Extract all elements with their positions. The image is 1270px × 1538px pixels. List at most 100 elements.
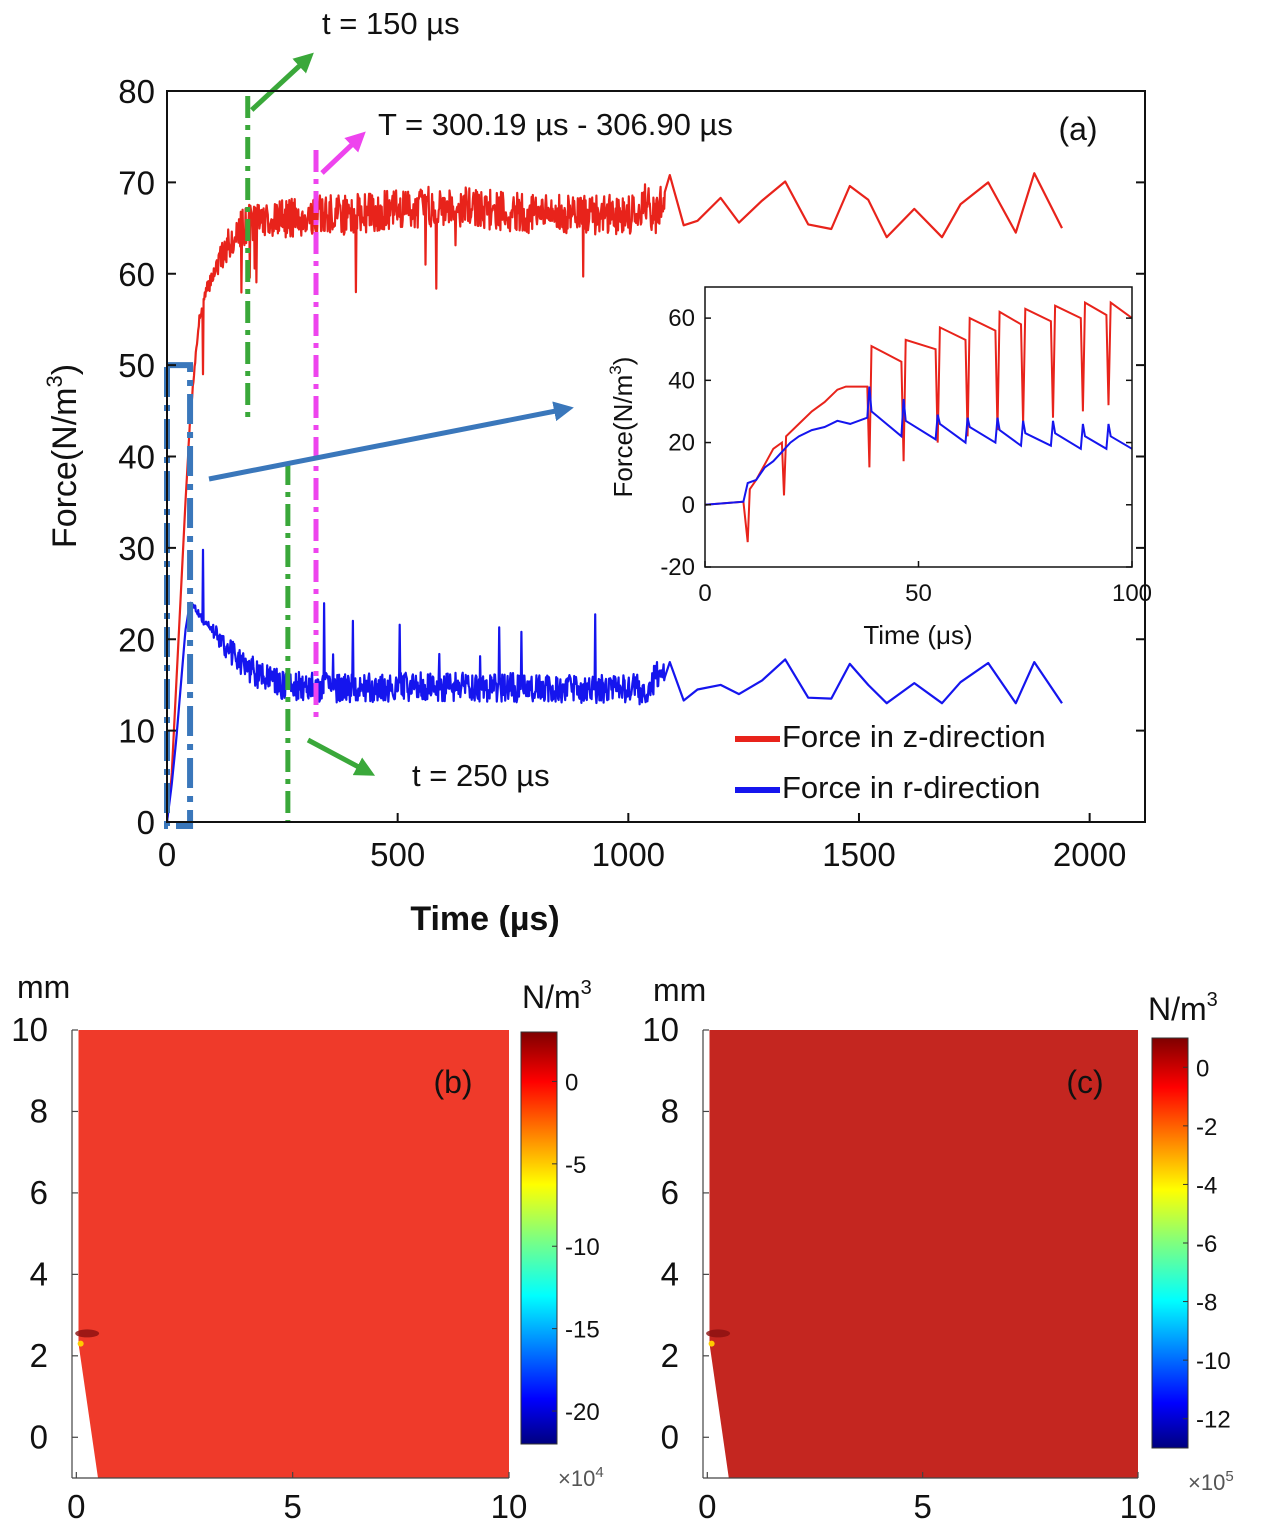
panel-b-colorbar xyxy=(520,1031,558,1445)
panel-b-colorbar-title-sup: 3 xyxy=(581,977,592,999)
x-tick-label-2000: 2000 xyxy=(1053,836,1126,873)
b-x-tick-label-5: 5 xyxy=(283,1488,301,1525)
inset-y-tick-label-0: 0 xyxy=(682,492,695,519)
panel-a-y-axis-label-close: ) xyxy=(46,364,84,375)
y-tick-label-40: 40 xyxy=(118,439,155,476)
inset-series-z xyxy=(704,300,1133,543)
y-tick-label-0: 0 xyxy=(137,804,155,841)
zoom-arrow xyxy=(208,401,574,482)
panel-a-annotation-layer xyxy=(164,52,574,829)
panel-a-x-axis-label: Time (µs) xyxy=(410,900,559,938)
y-tick-label-60: 60 xyxy=(118,256,155,293)
inset-x-tick-label-0: 0 xyxy=(698,580,711,607)
panel-b-colorbar-title-text: N/m xyxy=(522,979,581,1015)
c-cb-tick-label-0: 0 xyxy=(1196,1055,1209,1082)
inset-y-axis-label-sup: 3 xyxy=(606,365,625,374)
y-tick-label-50: 50 xyxy=(118,347,155,384)
b-y-tick-label-4: 4 xyxy=(30,1255,48,1292)
x-tick-label-500: 500 xyxy=(370,836,425,873)
c-cb-tick-label--4: -4 xyxy=(1196,1172,1217,1199)
arrow-t150 xyxy=(250,52,314,112)
c-y-tick-label-2: 2 xyxy=(661,1337,679,1374)
c-hotspot xyxy=(706,1329,731,1338)
panel-b-colorbar-exponent-base: ×10 xyxy=(558,1466,595,1491)
panel-a-legend: Force in z-direction Force in r-directio… xyxy=(735,719,1046,805)
annotation-t150-label: t = 150 µs xyxy=(322,6,460,41)
legend-label-r: Force in r-direction xyxy=(782,770,1040,805)
b-cb-tick-label--5: -5 xyxy=(565,1152,586,1179)
y-tick-label-10: 10 xyxy=(118,713,155,750)
panel-b-colorbar-title: N/m3 xyxy=(522,977,592,1015)
b-hotspot-tip xyxy=(77,1340,84,1347)
series-line-r xyxy=(165,548,1063,823)
x-tick-label-0: 0 xyxy=(158,836,176,873)
inset-y-tick-label-20: 20 xyxy=(668,430,695,457)
b-x-tick-label-0: 0 xyxy=(67,1488,85,1525)
c-y-tick-label-6: 6 xyxy=(661,1174,679,1211)
c-x-tick-label-10: 10 xyxy=(1120,1488,1157,1525)
inset-y-axis-label-close: ) xyxy=(608,357,638,366)
panel-b-unit-label: mm xyxy=(17,969,70,1005)
b-y-tick-label-10: 10 xyxy=(11,1011,48,1048)
panel-b-colorbar-ticks: 0 -5 -10 -15 -20 xyxy=(552,1069,600,1426)
panel-c-label: (c) xyxy=(1066,1064,1103,1100)
panel-c-colorbar-title-text: N/m xyxy=(1148,991,1207,1027)
panel-a-y-axis-label-sup: 3 xyxy=(42,375,67,387)
c-cb-tick-label--8: -8 xyxy=(1196,1290,1217,1317)
b-y-tick-label-0: 0 xyxy=(30,1418,48,1455)
b-cb-tick-label-0: 0 xyxy=(565,1069,578,1096)
c-x-tick-label-5: 5 xyxy=(913,1488,931,1525)
inset-y-tick-label-60: 60 xyxy=(668,305,695,332)
panel-c-field xyxy=(706,1030,1138,1478)
panel-b-colorbar-exponent-power: 4 xyxy=(595,1464,603,1481)
inset-x-tick-label-50: 50 xyxy=(905,580,932,607)
c-y-tick-label-10: 10 xyxy=(642,1011,679,1048)
panel-a-label: (a) xyxy=(1058,111,1097,147)
inset-series-layer xyxy=(704,300,1133,543)
c-y-tick-label-0: 0 xyxy=(661,1418,679,1455)
y-tick-label-30: 30 xyxy=(118,530,155,567)
panel-a-y-axis-label-text: Force(N/m xyxy=(46,388,84,549)
panel-c-colorbar xyxy=(1151,1037,1189,1449)
c-y-tick-label-8: 8 xyxy=(661,1092,679,1129)
x-tick-label-1500: 1500 xyxy=(822,836,895,873)
inset-y-tick-label--20: -20 xyxy=(660,554,695,581)
inset-x-axis-label: Time (μs) xyxy=(863,620,972,650)
b-y-tick-label-2: 2 xyxy=(30,1337,48,1374)
panel-b-field xyxy=(75,1030,509,1478)
zoom-box xyxy=(164,362,194,829)
c-cb-tick-label--2: -2 xyxy=(1196,1114,1217,1141)
c-field-region xyxy=(709,1030,1138,1478)
panel-c-colorbar-title: N/m3 xyxy=(1148,989,1218,1027)
panel-c-unit-label: mm xyxy=(653,972,706,1008)
b-y-tick-label-6: 6 xyxy=(30,1174,48,1211)
c-cb-tick-label--10: -10 xyxy=(1196,1348,1231,1375)
panel-c-colorbar-title-sup: 3 xyxy=(1207,989,1218,1011)
inset-background xyxy=(705,287,1132,567)
inset-y-axis-label: Force(N/m3) xyxy=(606,357,638,498)
b-cb-tick-label--10: -10 xyxy=(565,1234,600,1261)
panel-b-heatmap: 0 5 10 0 2 4 6 8 10 mm (b) 0 -5 -10 -15 -20 N/m3 ×10… xyxy=(11,969,603,1525)
inset-series-r xyxy=(704,386,1133,506)
panel-c-colorbar-exponent-base: ×10 xyxy=(1188,1470,1225,1495)
b-x-tick-label-10: 10 xyxy=(491,1488,528,1525)
arrow-t250 xyxy=(306,737,376,776)
panel-b-colorbar-exponent: ×104 xyxy=(558,1464,604,1491)
b-field-region xyxy=(78,1030,509,1478)
annotation-t250-label: t = 250 µs xyxy=(412,758,550,793)
b-cb-tick-label--15: -15 xyxy=(565,1317,600,1344)
c-cb-tick-label--12: -12 xyxy=(1196,1407,1231,1434)
y-tick-label-70: 70 xyxy=(118,164,155,201)
panel-b-ticks: 0 5 10 0 2 4 6 8 10 xyxy=(11,1011,527,1525)
panel-c-colorbar-exponent: ×105 xyxy=(1188,1468,1234,1495)
panel-b-label: (b) xyxy=(433,1064,472,1100)
inset-y-axis-label-text: Force(N/m xyxy=(608,375,638,498)
c-hotspot-tip xyxy=(708,1340,715,1347)
series-line-z xyxy=(165,172,1063,823)
b-y-tick-label-8: 8 xyxy=(30,1092,48,1129)
